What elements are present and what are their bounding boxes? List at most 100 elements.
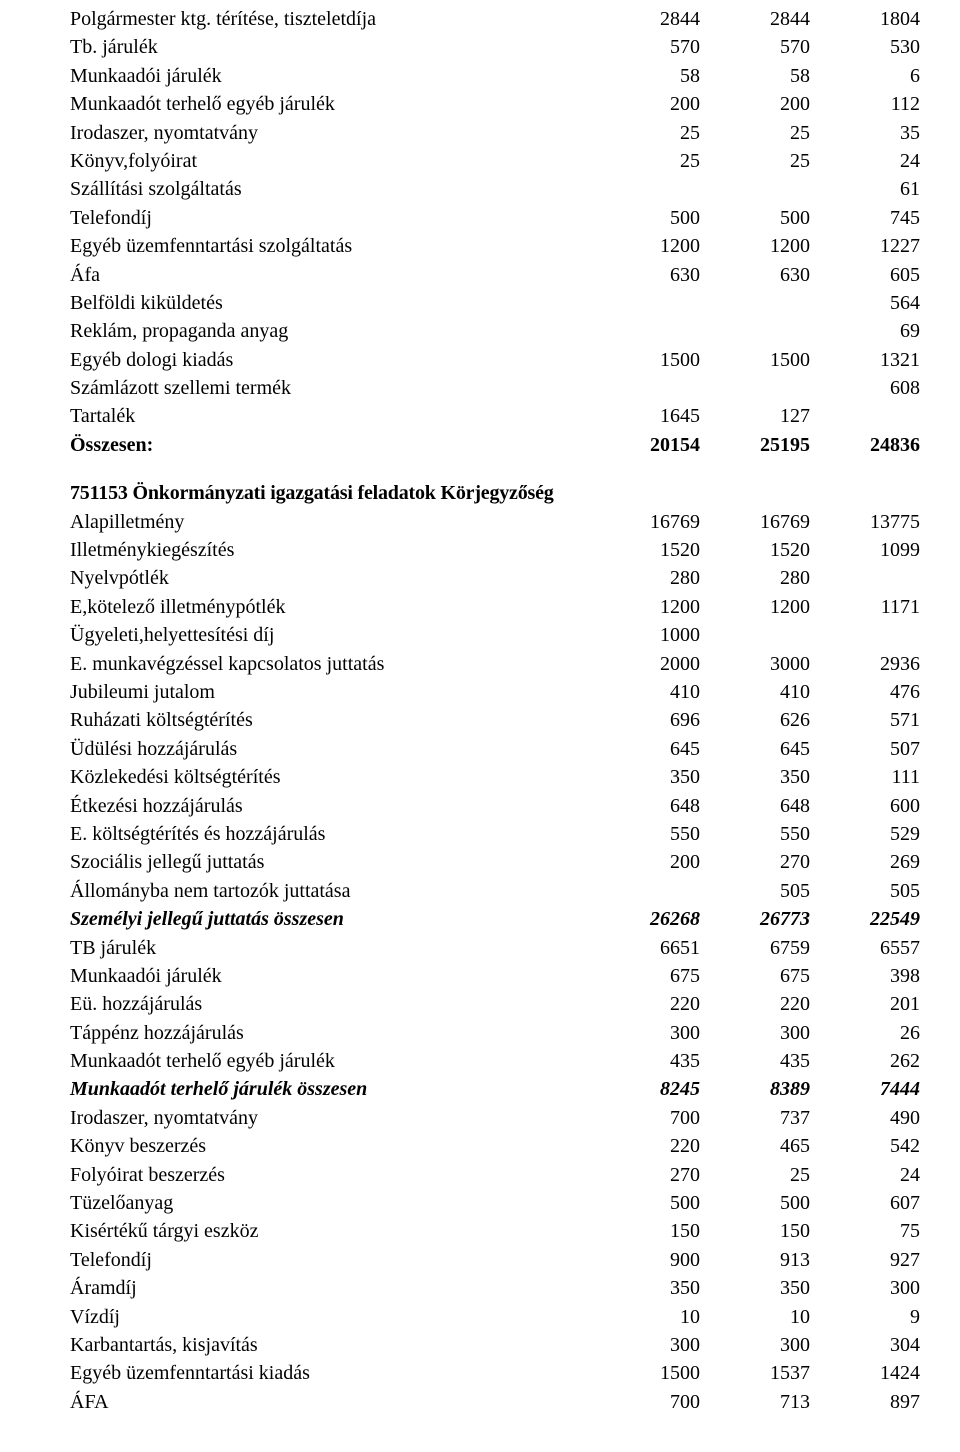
row-label: Munkaadót terhelő egyéb járulék: [70, 90, 590, 118]
row-value: 570: [590, 33, 700, 61]
table-row: Munkaadói járulék58586: [70, 62, 920, 90]
row-value: 542: [810, 1132, 920, 1160]
row-label: Szociális jellegű juttatás: [70, 848, 590, 876]
row-label: Áfa: [70, 261, 590, 289]
row-label: Jubileumi jutalom: [70, 678, 590, 706]
row-value: 6557: [810, 934, 920, 962]
row-value: 6651: [590, 934, 700, 962]
row-label: Telefondíj: [70, 204, 590, 232]
row-value: 1500: [700, 346, 810, 374]
row-value: 605: [810, 261, 920, 289]
row-label: TB járulék: [70, 934, 590, 962]
row-label: Munkaadói járulék: [70, 62, 590, 90]
row-value: 26268: [590, 905, 700, 933]
row-value: 1500: [590, 346, 700, 374]
row-value: 490: [810, 1104, 920, 1132]
row-value: 608: [810, 374, 920, 402]
table-row: Karbantartás, kisjavítás300300304: [70, 1331, 920, 1359]
row-value: 645: [700, 735, 810, 763]
row-value: 1171: [810, 593, 920, 621]
table-row: Személyi jellegű juttatás összesen262682…: [70, 905, 920, 933]
row-value: 69: [810, 317, 920, 345]
row-value: 927: [810, 1246, 920, 1274]
row-value: 270: [590, 1161, 700, 1189]
table-row: Tb. járulék570570530: [70, 33, 920, 61]
row-value: 13775: [810, 508, 920, 536]
row-label: Irodaszer, nyomtatvány: [70, 1104, 590, 1132]
row-label: Tb. járulék: [70, 33, 590, 61]
row-value: 507: [810, 735, 920, 763]
row-value: 25: [590, 147, 700, 175]
row-value: 529: [810, 820, 920, 848]
row-value: 6759: [700, 934, 810, 962]
row-label: Egyéb üzemfenntartási kiadás: [70, 1359, 590, 1387]
row-label: Összesen:: [70, 431, 590, 459]
row-value: 300: [700, 1019, 810, 1047]
row-value: 1520: [700, 536, 810, 564]
row-label: Egyéb dologi kiadás: [70, 346, 590, 374]
row-value: 9: [810, 1303, 920, 1331]
row-value: 410: [700, 678, 810, 706]
row-value: 25: [590, 119, 700, 147]
table-row: Irodaszer, nyomtatvány252535: [70, 119, 920, 147]
row-label: Étkezési hozzájárulás: [70, 792, 590, 820]
row-value: 897: [810, 1388, 920, 1416]
row-value: 500: [700, 204, 810, 232]
row-value: 200: [590, 848, 700, 876]
table-row: Munkaadót terhelő egyéb járulék435435262: [70, 1047, 920, 1075]
row-value: 564: [810, 289, 920, 317]
row-value: 61: [810, 175, 920, 203]
row-value: 1227: [810, 232, 920, 260]
row-label: Kisértékű tárgyi eszköz: [70, 1217, 590, 1245]
row-value: 26773: [700, 905, 810, 933]
row-value: 600: [810, 792, 920, 820]
row-value: 200: [700, 90, 810, 118]
table-row: E. költségtérítés és hozzájárulás5505505…: [70, 820, 920, 848]
table-row: Egyéb üzemfenntartási szolgáltatás120012…: [70, 232, 920, 260]
table-row: E. munkavégzéssel kapcsolatos juttatás20…: [70, 650, 920, 678]
table-row: Közlekedési költségtérítés350350111: [70, 763, 920, 791]
row-label: Számlázott szellemi termék: [70, 374, 590, 402]
row-value: 24: [810, 1161, 920, 1189]
row-value: 1500: [590, 1359, 700, 1387]
table-row: Folyóirat beszerzés2702524: [70, 1161, 920, 1189]
row-value: 8245: [590, 1075, 700, 1103]
row-value: 550: [700, 820, 810, 848]
table-row: Üdülési hozzájárulás645645507: [70, 735, 920, 763]
row-value: 127: [700, 402, 810, 430]
table-row: Állományba nem tartozók juttatása505505: [70, 877, 920, 905]
row-value: 22549: [810, 905, 920, 933]
row-value: 550: [590, 820, 700, 848]
table-row: Jubileumi jutalom410410476: [70, 678, 920, 706]
row-value: 2000: [590, 650, 700, 678]
row-value: 269: [810, 848, 920, 876]
row-label: Ruházati költségtérítés: [70, 706, 590, 734]
row-value: 7444: [810, 1075, 920, 1103]
row-label: Közlekedési költségtérítés: [70, 763, 590, 791]
row-value: 201: [810, 990, 920, 1018]
row-value: 505: [810, 877, 920, 905]
row-value: 304: [810, 1331, 920, 1359]
row-value: 1424: [810, 1359, 920, 1387]
table-row: Kisértékű tárgyi eszköz15015075: [70, 1217, 920, 1245]
row-value: 1099: [810, 536, 920, 564]
table-row: Telefondíj500500745: [70, 204, 920, 232]
row-value: 645: [590, 735, 700, 763]
row-label: E. munkavégzéssel kapcsolatos juttatás: [70, 650, 590, 678]
row-label: Könyv beszerzés: [70, 1132, 590, 1160]
row-label: Eü. hozzájárulás: [70, 990, 590, 1018]
row-value: 16769: [700, 508, 810, 536]
table-row: TB járulék665167596557: [70, 934, 920, 962]
table-row: Munkaadót terhelő egyéb járulék200200112: [70, 90, 920, 118]
table-row: Munkaadói járulék675675398: [70, 962, 920, 990]
row-value: 505: [700, 877, 810, 905]
table-row: Tartalék1645127: [70, 402, 920, 430]
table-row: Vízdíj10109: [70, 1303, 920, 1331]
table-row: Étkezési hozzájárulás648648600: [70, 792, 920, 820]
row-value: 500: [590, 204, 700, 232]
row-value: 350: [700, 1274, 810, 1302]
row-value: 200: [590, 90, 700, 118]
row-value: 16769: [590, 508, 700, 536]
row-value: 570: [700, 33, 810, 61]
table-row: Alapilletmény167691676913775: [70, 508, 920, 536]
